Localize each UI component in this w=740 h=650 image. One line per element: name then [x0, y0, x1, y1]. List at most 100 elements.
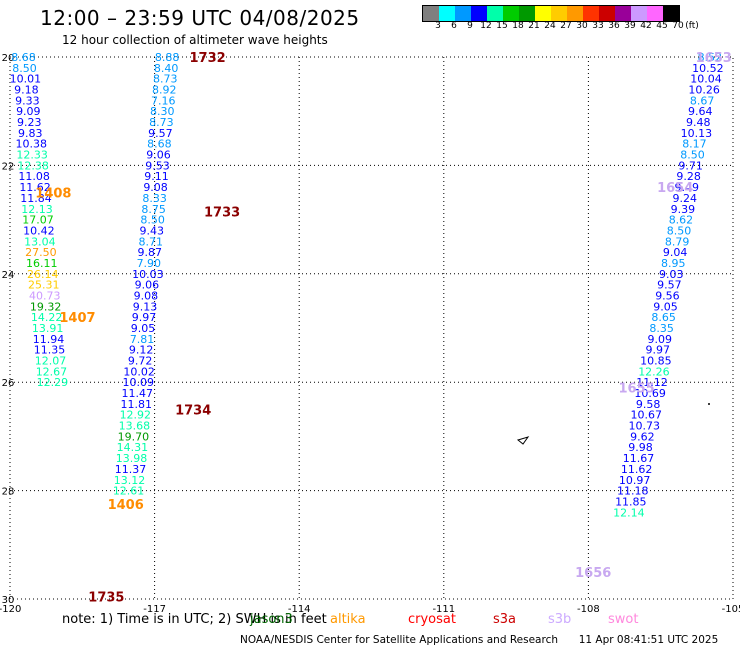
credit-timestamp: 11 Apr 08:41:51 UTC 2025 [578, 634, 719, 646]
wave-height-label: 9.43 [139, 224, 164, 237]
x-tick-label: -114 [288, 604, 311, 615]
wave-height-label: 9.53 [145, 159, 170, 172]
wave-height-label: 19.70 [118, 430, 150, 443]
wave-height-label: 9.64 [688, 105, 713, 118]
x-tick-label: -120 [0, 604, 21, 615]
wave-height-label: 13.68 [119, 420, 151, 433]
wave-height-label: 9.56 [655, 289, 680, 302]
wave-height-label: 9.57 [148, 127, 173, 140]
color-swatch [551, 6, 567, 21]
wave-height-label: 9.09 [16, 105, 41, 118]
wave-height-label: 10.52 [692, 62, 724, 75]
color-scale-bar [422, 5, 680, 22]
wave-height-label: 10.73 [629, 420, 661, 433]
wave-height-label: 8.50 [140, 214, 165, 227]
wave-height-label: 12.07 [35, 355, 67, 368]
wave-height-label: 8.68 [11, 51, 36, 64]
wave-height-label: 12.38 [17, 159, 49, 172]
wave-height-label: 10.13 [681, 127, 713, 140]
wave-height-label: 9.13 [133, 300, 158, 313]
y-tick-label: 22 [2, 161, 15, 172]
wave-height-label: 8.62 [669, 214, 694, 227]
wave-height-label: 8.17 [682, 138, 707, 151]
color-scale-tick: 21 [528, 21, 540, 31]
wave-height-label: 10.97 [619, 474, 651, 487]
color-scale-tick: 12 [480, 21, 492, 31]
pass-time-label: 1656 [575, 566, 611, 581]
color-swatch [631, 6, 647, 21]
color-scale-tick: 30 [576, 21, 588, 31]
wave-height-label: 10.38 [15, 138, 47, 151]
pass-time-label: 1734 [175, 403, 211, 418]
wave-height-label: 8.50 [680, 149, 705, 162]
wave-height-label: 17.07 [22, 214, 54, 227]
wave-height-label: 14.31 [117, 441, 149, 454]
wave-height-label: 8.68 [147, 138, 172, 151]
wave-height-label: 7.81 [130, 333, 155, 346]
color-swatch [503, 6, 519, 21]
wave-height-label: 7.90 [137, 257, 162, 270]
pass-time-label: 1655 [619, 382, 655, 397]
wave-height-label: 8.40 [154, 62, 179, 75]
wave-height-values: 8.888.408.738.927.168.308.739.578.689.06… [10, 51, 724, 519]
wave-height-label: 9.11 [144, 170, 169, 183]
wave-height-label: 9.05 [131, 322, 156, 335]
color-swatch [455, 6, 471, 21]
wave-height-label: 11.94 [33, 333, 65, 346]
pass-time-label: 1654 [657, 181, 693, 196]
wave-height-label: 12.33 [16, 149, 48, 162]
wave-height-label: 9.72 [128, 355, 153, 368]
pass-time-label: 1653 [696, 51, 732, 66]
wave-height-label: 8.50 [667, 224, 692, 237]
wave-height-label: 9.04 [663, 246, 688, 259]
legend-item-s3b: s3b [548, 612, 572, 627]
color-scale-tick: (ft) [685, 21, 699, 31]
wave-height-label: 8.73 [149, 116, 174, 129]
color-scale-tick: 36 [608, 21, 620, 31]
wave-height-label: 7.16 [151, 94, 176, 107]
wave-height-label: 8.73 [153, 73, 178, 86]
wave-height-label: 10.09 [122, 376, 154, 389]
pass-time-label: 1735 [88, 590, 124, 605]
y-tick-label: 24 [2, 270, 15, 281]
wave-height-label: 12.14 [613, 506, 645, 519]
wave-height-label: 11.47 [121, 387, 153, 400]
color-scale-tick: 6 [451, 21, 457, 31]
wave-height-label: 11.62 [19, 181, 51, 194]
wave-height-label: 9.05 [653, 300, 678, 313]
color-swatch [615, 6, 631, 21]
axis-ticks: -120 -117 -114 -111 -108 -105 20 22 24 26 28 30 [0, 53, 740, 615]
wave-height-label: 13.12 [114, 474, 146, 487]
wave-height-label: 12.61 [113, 485, 145, 498]
wave-height-label: 11.08 [18, 170, 50, 183]
wave-height-label: 8.92 [152, 84, 177, 97]
wave-height-label: 8.30 [150, 105, 175, 118]
color-scale-tick: 24 [544, 21, 556, 31]
wave-height-label: 27.50 [25, 246, 57, 259]
wave-height-label: 9.03 [659, 268, 684, 281]
pass-time-labels: 1732 1733 1734 1735 1408 1407 1406 1653 1654 1655… [35, 51, 732, 605]
legend: note: 1) Time is in UTC; 2) SWH is in fe… [62, 612, 638, 627]
wave-height-label: 9.58 [636, 398, 661, 411]
wave-height-label: 12.13 [21, 203, 53, 216]
wave-height-label: 10.42 [23, 224, 55, 237]
wave-height-label: 11.18 [617, 485, 649, 498]
wave-height-label: 16.11 [26, 257, 58, 270]
wave-height-label: 9.28 [676, 170, 701, 183]
color-scale-tick: 42 [640, 21, 652, 31]
wave-height-label: 11.81 [121, 398, 153, 411]
wave-height-label: 8.75 [141, 203, 166, 216]
wave-height-label: 9.39 [671, 203, 696, 216]
wave-height-label: 12.26 [638, 365, 670, 378]
wave-height-label: 9.06 [135, 279, 160, 292]
wave-height-label: 9.98 [628, 441, 653, 454]
wave-height-label: 26.14 [27, 268, 59, 281]
wave-height-label: 8.95 [661, 257, 686, 270]
color-scale-tick: 18 [512, 21, 524, 31]
credit-org: NOAA/NESDIS Center for Satellite Applica… [240, 634, 558, 646]
color-scale-tick: 15 [496, 21, 508, 31]
color-scale-tick: 45 [656, 21, 668, 31]
wave-height-label: 9.18 [14, 84, 39, 97]
wave-height-label: 12.67 [36, 365, 68, 378]
